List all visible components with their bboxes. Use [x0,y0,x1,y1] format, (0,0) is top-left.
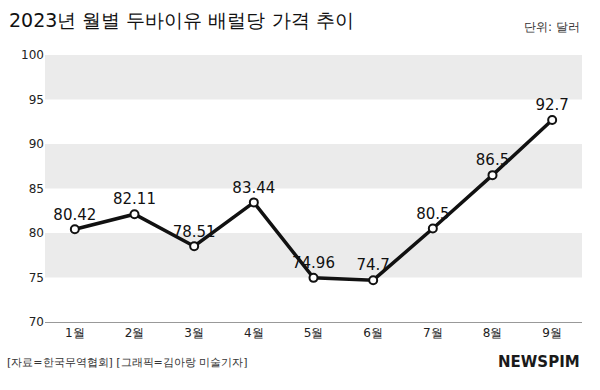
svg-text:92.7: 92.7 [535,96,568,114]
svg-text:85: 85 [29,182,44,196]
svg-text:86.5: 86.5 [476,151,509,169]
svg-text:80.42: 80.42 [53,206,96,224]
svg-text:[자료=한국무역협회] [그래픽=김아랑 미술기자]: [자료=한국무역협회] [그래픽=김아랑 미술기자] [7,356,248,369]
svg-text:74.7: 74.7 [356,256,389,274]
svg-text:100: 100 [21,48,44,62]
svg-text:75: 75 [29,271,44,285]
svg-text:단위: 달러: 단위: 달러 [524,20,580,34]
svg-text:78.51: 78.51 [173,223,216,241]
svg-text:2023년 월별 두바이유 배럴당 가격 추이: 2023년 월별 두바이유 배럴당 가격 추이 [9,9,354,31]
svg-text:9월: 9월 [542,326,562,340]
svg-text:5월: 5월 [304,326,324,340]
svg-text:74.96: 74.96 [292,254,335,272]
svg-text:80.5: 80.5 [416,205,449,223]
svg-text:90: 90 [29,137,44,151]
svg-text:70: 70 [29,315,44,329]
svg-text:2월: 2월 [125,326,145,340]
svg-text:4월: 4월 [244,326,264,340]
svg-text:80: 80 [29,226,44,240]
svg-text:3월: 3월 [184,326,204,340]
svg-text:1월: 1월 [65,326,85,340]
svg-text:8월: 8월 [483,326,503,340]
svg-text:82.11: 82.11 [113,190,156,208]
svg-text:95: 95 [29,93,44,107]
svg-text:7월: 7월 [423,326,443,340]
svg-text:NEWSPIM: NEWSPIM [498,353,580,371]
svg-text:6월: 6월 [363,326,383,340]
svg-text:83.44: 83.44 [232,179,275,197]
